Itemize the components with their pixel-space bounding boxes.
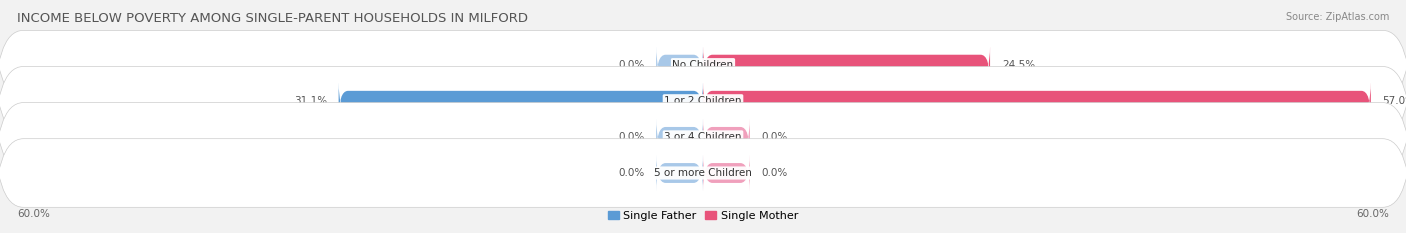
Text: 60.0%: 60.0% <box>17 209 49 219</box>
FancyBboxPatch shape <box>657 46 703 84</box>
FancyBboxPatch shape <box>339 82 703 120</box>
FancyBboxPatch shape <box>0 81 1406 193</box>
Text: 5 or more Children: 5 or more Children <box>654 168 752 178</box>
Text: 0.0%: 0.0% <box>619 132 644 142</box>
Text: 0.0%: 0.0% <box>619 60 644 70</box>
Text: 0.0%: 0.0% <box>762 168 787 178</box>
FancyBboxPatch shape <box>657 118 703 156</box>
FancyBboxPatch shape <box>703 154 749 192</box>
Text: 57.0%: 57.0% <box>1382 96 1406 106</box>
Text: 1 or 2 Children: 1 or 2 Children <box>664 96 742 106</box>
Text: 60.0%: 60.0% <box>1357 209 1389 219</box>
FancyBboxPatch shape <box>0 45 1406 157</box>
Text: Source: ZipAtlas.com: Source: ZipAtlas.com <box>1285 12 1389 22</box>
FancyBboxPatch shape <box>703 82 1371 120</box>
Text: INCOME BELOW POVERTY AMONG SINGLE-PARENT HOUSEHOLDS IN MILFORD: INCOME BELOW POVERTY AMONG SINGLE-PARENT… <box>17 12 527 25</box>
Text: 0.0%: 0.0% <box>762 132 787 142</box>
Legend: Single Father, Single Mother: Single Father, Single Mother <box>603 206 803 225</box>
FancyBboxPatch shape <box>703 46 990 84</box>
Text: 0.0%: 0.0% <box>619 168 644 178</box>
Text: No Children: No Children <box>672 60 734 70</box>
Text: 24.5%: 24.5% <box>1001 60 1035 70</box>
FancyBboxPatch shape <box>703 118 749 156</box>
FancyBboxPatch shape <box>657 154 703 192</box>
Text: 31.1%: 31.1% <box>294 96 326 106</box>
Text: 3 or 4 Children: 3 or 4 Children <box>664 132 742 142</box>
FancyBboxPatch shape <box>0 9 1406 121</box>
FancyBboxPatch shape <box>0 117 1406 229</box>
